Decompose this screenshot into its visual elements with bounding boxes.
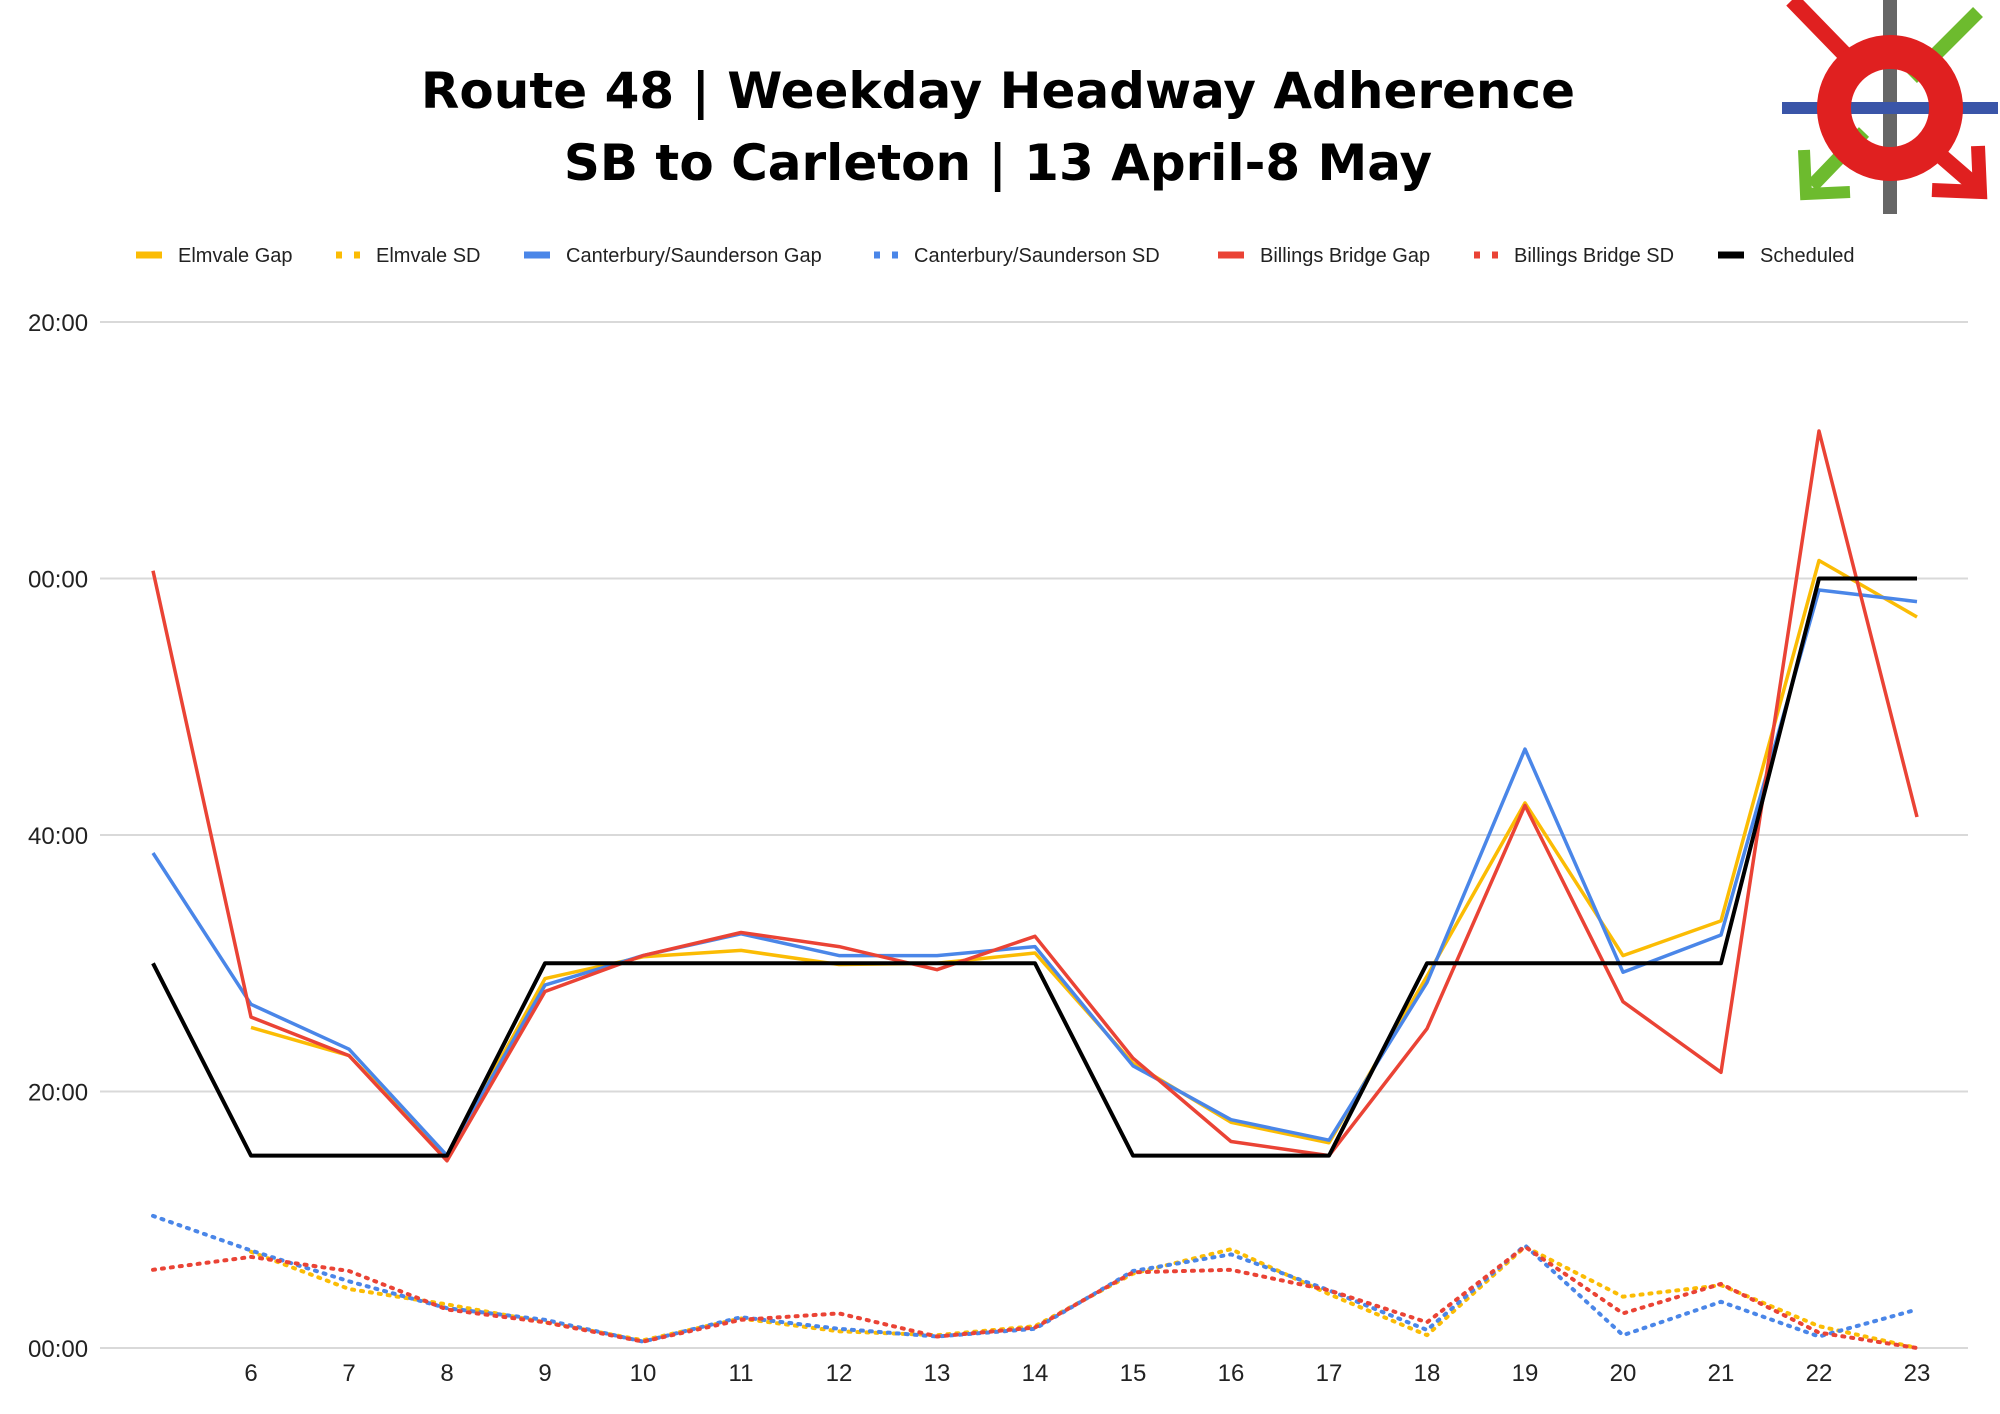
legend-label: Elmvale SD xyxy=(376,245,480,267)
legend-item: Elmvale SD xyxy=(336,245,480,267)
series-line-scheduled xyxy=(151,576,1917,1158)
legend-label: Elmvale Gap xyxy=(178,245,293,267)
x-tick-label: 14 xyxy=(1022,1360,1049,1387)
x-tick-label: 12 xyxy=(826,1360,853,1387)
x-tick-label: 21 xyxy=(1708,1360,1735,1387)
legend-label: Canterbury/Saunderson Gap xyxy=(566,245,822,267)
x-tick-label: 17 xyxy=(1316,1360,1343,1387)
series-line-billings-bridge-gap xyxy=(151,429,1919,1163)
legend-item: Canterbury/Saunderson SD xyxy=(874,245,1160,267)
y-tick-label: 00:00 xyxy=(28,1336,88,1363)
x-tick-label: 23 xyxy=(1904,1360,1931,1387)
x-tick-label: 11 xyxy=(729,1360,754,1387)
y-axis: 00:00 20:00 40:00 00:00 20:00 xyxy=(28,310,88,1363)
legend-item: Canterbury/Saunderson Gap xyxy=(524,245,822,267)
legend-label: Billings Bridge SD xyxy=(1514,245,1674,267)
legend-label: Scheduled xyxy=(1760,245,1855,267)
x-tick-label: 18 xyxy=(1414,1360,1441,1387)
transit-roundabout-logo xyxy=(1782,0,1998,214)
x-tick-label: 6 xyxy=(244,1360,257,1387)
gridlines xyxy=(100,321,1968,1349)
x-tick-label: 13 xyxy=(924,1360,951,1387)
series-line-elmvale-sd xyxy=(249,1244,1919,1350)
series-lines xyxy=(151,429,1919,1350)
series-line-billings-bridge-sd xyxy=(151,1244,1919,1350)
legend-item: Elmvale Gap xyxy=(136,245,293,267)
legend-label: Canterbury/Saunderson SD xyxy=(914,245,1160,267)
legend-item: Billings Bridge Gap xyxy=(1218,245,1430,267)
legend: Elmvale Gap Elmvale SD Canterbury/Saunders… xyxy=(136,245,1855,267)
y-tick-label: 40:00 xyxy=(28,823,88,850)
y-tick-label: 20:00 xyxy=(28,1080,88,1107)
chart-title-line1: Route 48 | Weekday Headway Adherence xyxy=(421,62,1575,120)
x-tick-label: 8 xyxy=(440,1360,453,1387)
y-tick-label: 00:00 xyxy=(28,567,88,594)
series-line-canterbury-saunderson-sd xyxy=(151,1213,1919,1344)
x-tick-label: 10 xyxy=(630,1360,657,1387)
series-line-canterbury-saunderson-gap xyxy=(151,588,1918,1158)
x-tick-label: 22 xyxy=(1806,1360,1833,1387)
x-axis: 6 7 8 9 10 11 12 13 14 15 16 17 18 19 20 21 22 23 xyxy=(244,1360,1930,1387)
x-tick-label: 19 xyxy=(1512,1360,1539,1387)
chart-title-line2: SB to Carleton | 13 April-8 May xyxy=(564,134,1432,192)
legend-item: Billings Bridge SD xyxy=(1474,245,1674,267)
x-tick-label: 20 xyxy=(1610,1360,1637,1387)
x-tick-label: 16 xyxy=(1218,1360,1245,1387)
y-tick-label: 20:00 xyxy=(28,310,88,337)
legend-item: Scheduled xyxy=(1718,245,1855,267)
x-tick-label: 9 xyxy=(538,1360,551,1387)
x-tick-label: 7 xyxy=(342,1360,355,1387)
x-tick-label: 15 xyxy=(1120,1360,1147,1387)
legend-label: Billings Bridge Gap xyxy=(1260,245,1430,267)
